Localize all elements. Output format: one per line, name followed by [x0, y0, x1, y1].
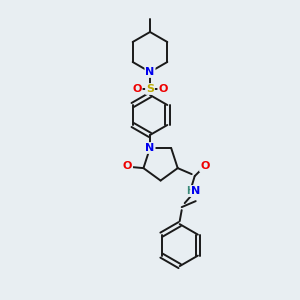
Text: S: S: [146, 84, 154, 94]
Text: N: N: [191, 186, 200, 196]
Text: O: O: [132, 84, 142, 94]
Text: N: N: [146, 67, 154, 77]
Text: H: H: [186, 186, 194, 196]
Text: O: O: [200, 161, 209, 171]
Text: O: O: [158, 84, 168, 94]
Text: N: N: [146, 143, 154, 153]
Text: O: O: [123, 161, 132, 171]
